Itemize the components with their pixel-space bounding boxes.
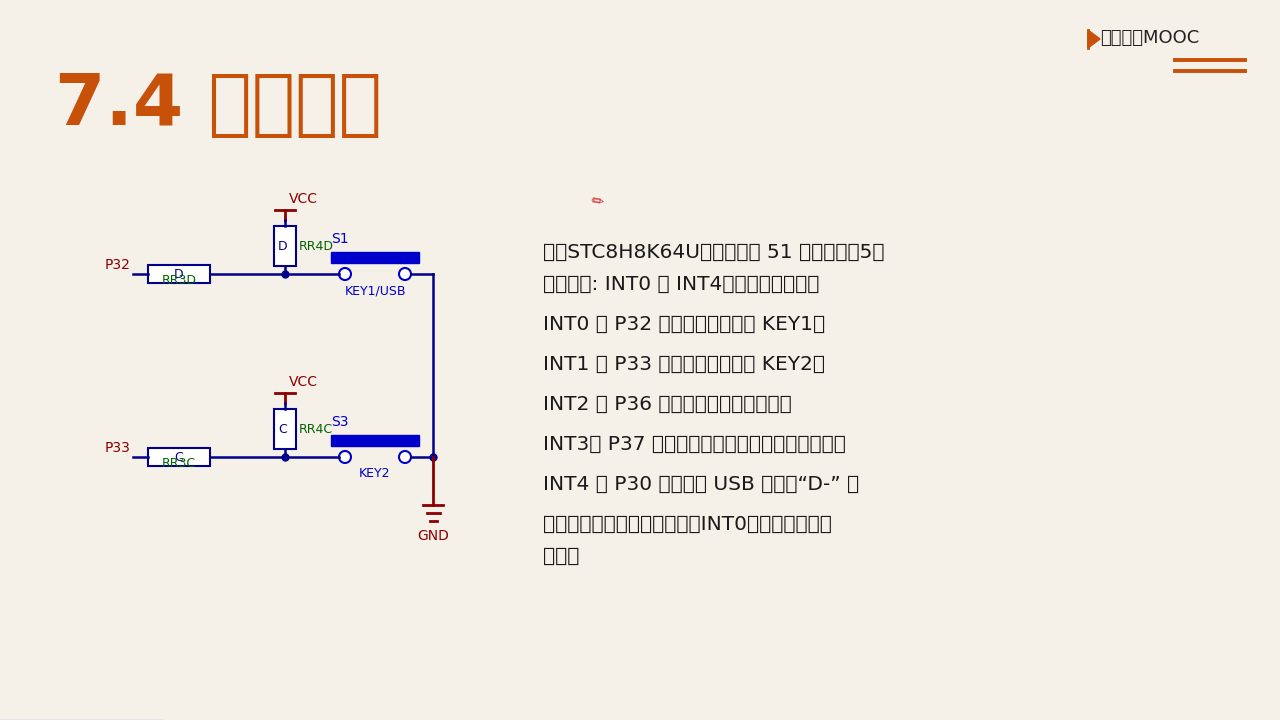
Bar — [274, 409, 296, 449]
Text: C: C — [174, 451, 183, 464]
Text: 中国大学MOOC: 中国大学MOOC — [1100, 29, 1199, 47]
Bar — [274, 226, 296, 266]
Text: RR3C: RR3C — [163, 457, 196, 470]
Text: INT1 为 P33 连接到了独立按键 KEY2。: INT1 为 P33 连接到了独立按键 KEY2。 — [543, 355, 826, 374]
Text: S1: S1 — [332, 232, 348, 246]
Bar — [332, 252, 419, 263]
Bar — [332, 435, 419, 446]
Bar — [148, 448, 210, 466]
Text: INT4 为 P30 连接到了 USB 接口的“D-” 。: INT4 为 P30 连接到了 USB 接口的“D-” 。 — [543, 475, 859, 494]
Text: GND: GND — [417, 529, 449, 543]
Circle shape — [399, 451, 411, 463]
Text: 演示。: 演示。 — [543, 547, 580, 566]
Polygon shape — [1088, 30, 1100, 48]
Text: ✏: ✏ — [590, 193, 605, 210]
Text: INT3为 P37 连接到了加速度传感器的中断引脚。: INT3为 P37 连接到了加速度传感器的中断引脚。 — [543, 435, 846, 454]
Text: KEY1/USB: KEY1/USB — [344, 284, 406, 297]
Text: D: D — [174, 268, 184, 281]
Text: VCC: VCC — [289, 375, 317, 389]
Text: 外部中断设置基本雷同，仅以INT0为例子进行项目: 外部中断设置基本雷同，仅以INT0为例子进行项目 — [543, 515, 832, 534]
Text: RR4C: RR4C — [300, 423, 333, 436]
Text: 基于STC8H8K64U芯片的天问 51 开发板上有5个: 基于STC8H8K64U芯片的天问 51 开发板上有5个 — [543, 243, 884, 262]
Text: C: C — [279, 423, 288, 436]
Text: INT2 为 P36 连接到了红外接收引脚。: INT2 为 P36 连接到了红外接收引脚。 — [543, 395, 792, 414]
Text: P33: P33 — [105, 441, 131, 455]
Text: S3: S3 — [332, 415, 348, 429]
Text: KEY2: KEY2 — [360, 467, 390, 480]
Text: INT0 为 P32 连接到了独立按键 KEY1。: INT0 为 P32 连接到了独立按键 KEY1。 — [543, 315, 826, 334]
Text: RR4D: RR4D — [300, 240, 334, 253]
Circle shape — [399, 268, 411, 280]
Bar — [148, 265, 210, 283]
Text: VCC: VCC — [289, 192, 317, 206]
Text: 7.4 项目设计: 7.4 项目设计 — [55, 71, 381, 140]
Text: P32: P32 — [105, 258, 131, 272]
Text: 外部中断: INT0 到 INT4。具体设置如下。: 外部中断: INT0 到 INT4。具体设置如下。 — [543, 275, 819, 294]
Text: D: D — [278, 240, 288, 253]
Circle shape — [339, 451, 351, 463]
Text: RR3D: RR3D — [161, 274, 197, 287]
Circle shape — [339, 268, 351, 280]
